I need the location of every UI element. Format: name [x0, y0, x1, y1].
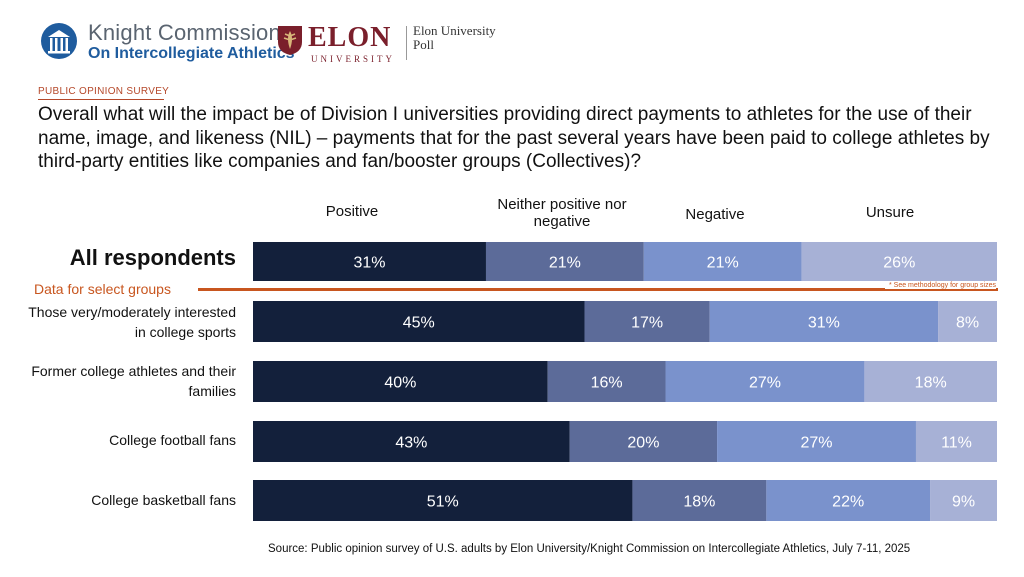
data-label-positive-row-2: 40% [384, 375, 416, 392]
row-label-football-fans: College football fans [109, 432, 236, 448]
data-label-positive-row-4: 51% [427, 494, 459, 511]
data-label-unsure-row-1: 8% [956, 315, 979, 332]
survey-question: Overall what will the impact be of Divis… [38, 104, 990, 172]
row-label-all-respondents: All respondents [69, 245, 236, 270]
legend-neither: Neither positive nor negative [497, 196, 627, 230]
elon-shield-icon [278, 26, 302, 55]
source-note: Source: Public opinion survey of U.S. ad… [268, 543, 911, 555]
data-label-unsure-row-4: 9% [952, 494, 975, 511]
bar-segment-negative-row-2 [665, 361, 865, 402]
bar-segment-neither-row-0 [485, 242, 644, 281]
bar-segment-neither-row-3 [569, 421, 718, 462]
data-label-negative-row-0: 21% [707, 255, 739, 272]
elon-wordmark: ELON [308, 22, 392, 53]
data-label-positive-row-0: 31% [353, 255, 385, 272]
data-label-unsure-row-3: 11% [941, 435, 972, 452]
data-label-neither-row-4: 18% [683, 494, 715, 511]
bar-segment-negative-row-4 [766, 480, 931, 521]
data-label-neither-row-1: 17% [631, 315, 663, 332]
bar-segment-neither-row-2 [547, 361, 666, 402]
data-label-negative-row-1: 31% [808, 315, 840, 332]
bar-segment-neither-row-4 [632, 480, 767, 521]
legend-positive: Positive [325, 203, 379, 220]
legend-unsure: Unsure [865, 204, 915, 221]
bar-segment-unsure-row-3 [915, 421, 997, 462]
bar-segment-unsure-row-1 [938, 301, 997, 342]
data-label-negative-row-4: 22% [832, 494, 864, 511]
row-label-interested: Those very/moderately interested in coll… [28, 304, 236, 340]
knight-commission-name: Knight Commission [88, 20, 281, 45]
select-groups-divider [198, 288, 998, 291]
row-label-former-athletes: Former college athletes and their famili… [31, 363, 236, 399]
bar-segment-neither-row-1 [584, 301, 710, 342]
bar-segment-positive-row-1 [253, 301, 585, 342]
bar-segment-negative-row-3 [717, 421, 916, 462]
bar-segment-unsure-row-4 [930, 480, 997, 521]
bar-segment-negative-row-1 [709, 301, 939, 342]
data-label-positive-row-1: 45% [403, 315, 435, 332]
data-label-unsure-row-0: 26% [883, 255, 915, 272]
data-label-negative-row-3: 27% [801, 435, 833, 452]
select-groups-label: Data for select groups [34, 281, 171, 297]
bar-segment-unsure-row-0 [801, 242, 997, 281]
bar-segment-unsure-row-2 [864, 361, 997, 402]
logo-divider [406, 26, 407, 60]
survey-kicker: PUBLIC OPINION SURVEY [38, 86, 170, 97]
bar-segment-positive-row-2 [253, 361, 548, 402]
data-label-negative-row-2: 27% [749, 375, 781, 392]
methodology-note: * See methodology for group sizes [884, 282, 996, 289]
kicker-underline [38, 99, 164, 100]
data-label-unsure-row-2: 18% [915, 375, 947, 392]
data-label-neither-row-0: 21% [549, 255, 581, 272]
elon-university-wordmark: UNIVERSITY [311, 54, 395, 64]
poll-label-line1: Elon University [413, 23, 496, 38]
bar-segment-negative-row-0 [643, 242, 802, 281]
legend-negative: Negative [685, 206, 745, 223]
poll-label-line2: Poll [413, 37, 434, 52]
row-label-basketball-fans: College basketball fans [91, 492, 236, 508]
data-label-neither-row-3: 20% [627, 435, 659, 452]
knight-commission-subtitle: On Intercollegiate Athletics [88, 45, 295, 62]
data-label-neither-row-2: 16% [591, 375, 623, 392]
header-logos: Knight Commission On Intercollegiate Ath… [40, 16, 520, 64]
bar-segment-positive-row-4 [253, 480, 633, 521]
knight-commission-emblem-icon [41, 23, 77, 59]
elon-poll-label: Elon University Poll [413, 24, 496, 52]
bar-segment-positive-row-3 [253, 421, 570, 462]
bar-segment-positive-row-0 [253, 242, 486, 281]
data-label-positive-row-3: 43% [395, 435, 427, 452]
